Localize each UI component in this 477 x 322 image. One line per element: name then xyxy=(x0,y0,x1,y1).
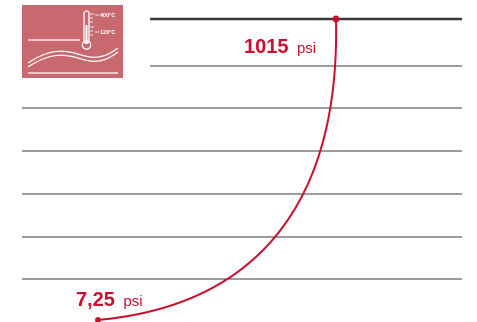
low-pressure-value: 7,25 xyxy=(76,289,115,311)
icon-low-temp-label: 120°C xyxy=(100,30,115,36)
high-pressure-unit: psi xyxy=(297,40,316,57)
low-pressure-point xyxy=(95,317,101,322)
high-pressure-label: 1015 psi xyxy=(244,36,316,58)
pressure-curve xyxy=(97,18,338,321)
low-pressure-unit: psi xyxy=(123,293,142,310)
icon-high-temp-label: 400°C xyxy=(100,13,115,19)
high-pressure-point xyxy=(332,15,340,23)
temperature-range-icon: 400°C 120°C xyxy=(22,5,123,78)
high-pressure-value: 1015 xyxy=(244,36,289,58)
low-pressure-label: 7,25 psi xyxy=(76,289,143,311)
